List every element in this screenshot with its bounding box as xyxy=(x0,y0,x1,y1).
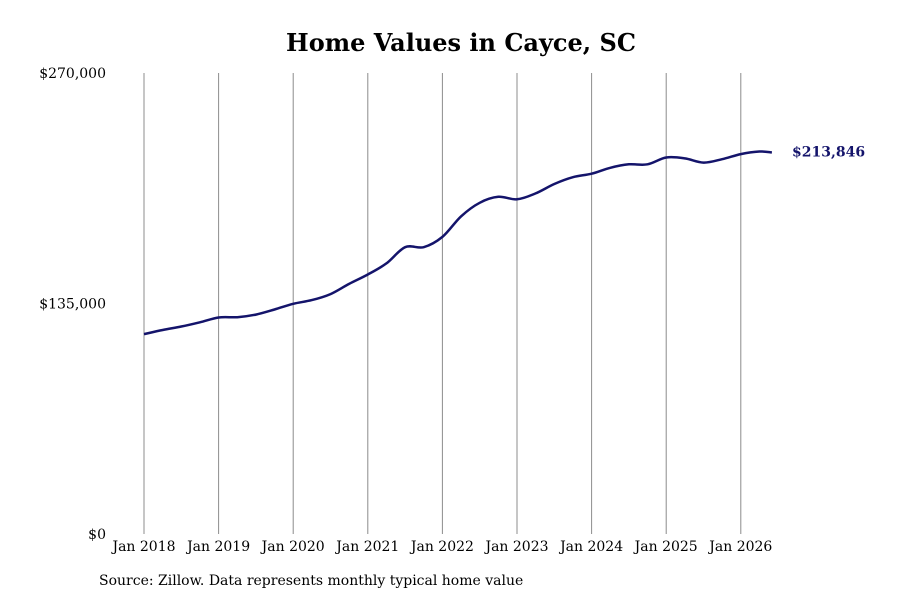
y-tick-label: $0 xyxy=(88,527,106,543)
x-tick-label: Jan 2024 xyxy=(558,539,623,555)
chart-title: Home Values in Cayce, SC xyxy=(286,28,636,57)
series-layer xyxy=(143,150,772,336)
x-tick-label: Jan 2018 xyxy=(110,539,175,555)
x-tick-label: Jan 2019 xyxy=(185,539,250,555)
x-tick-label: Jan 2025 xyxy=(633,539,698,555)
x-tick-label: Jan 2023 xyxy=(483,539,548,555)
y-tick-label: $270,000 xyxy=(39,66,106,82)
x-tick-label: Jan 2022 xyxy=(409,539,474,555)
home-value-line xyxy=(143,150,772,336)
x-tick-label: Jan 2026 xyxy=(707,539,772,555)
y-axis-ticks: $0 $135,000 $270,000 xyxy=(39,66,106,543)
end-value-label: $213,846 xyxy=(792,144,865,160)
y-tick-label: $135,000 xyxy=(39,297,106,313)
source-note: Source: Zillow. Data represents monthly … xyxy=(99,573,524,589)
x-axis-ticks: Jan 2018 Jan 2019 Jan 2020 Jan 2021 Jan 2022… xyxy=(110,539,772,555)
vertical-gridlines xyxy=(143,73,742,534)
x-tick-label: Jan 2021 xyxy=(334,539,399,555)
x-tick-label: Jan 2020 xyxy=(260,539,325,555)
